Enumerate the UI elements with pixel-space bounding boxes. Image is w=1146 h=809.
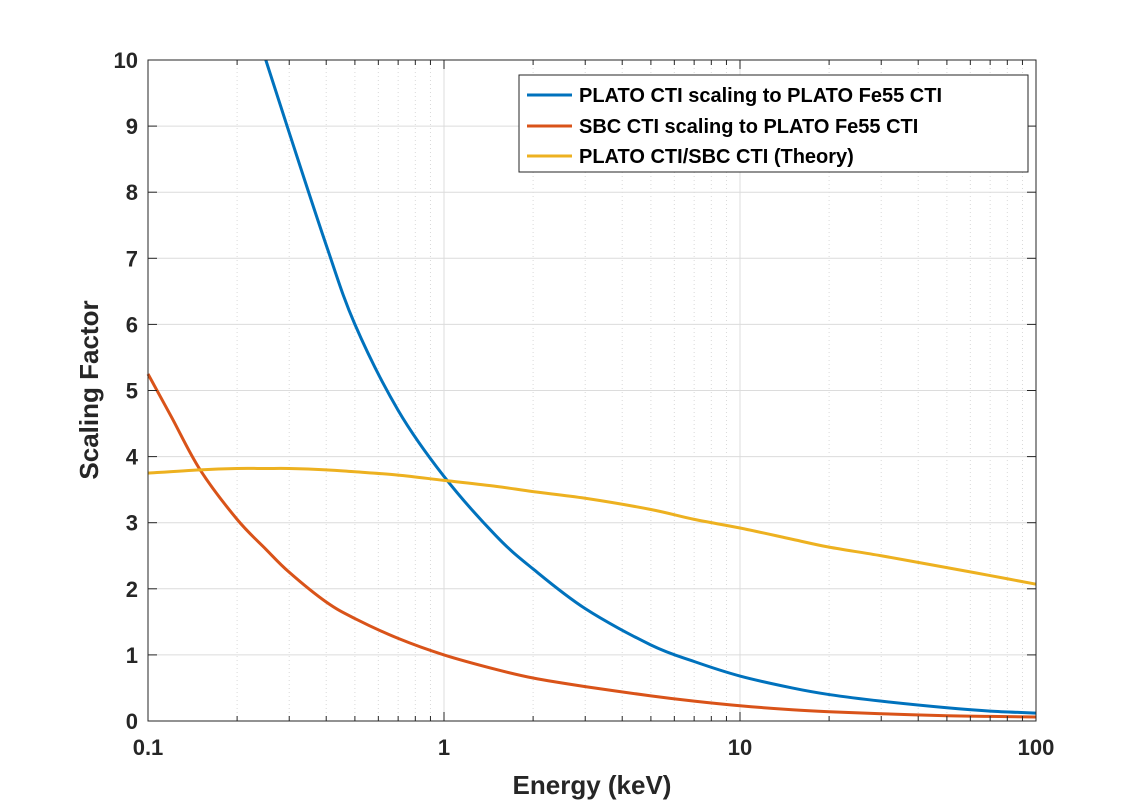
plato-cti-line <box>264 59 1037 715</box>
y-tick-label: 9 <box>126 114 138 139</box>
x-tick-label: 0.1 <box>133 735 164 760</box>
y-tick-label: 5 <box>126 379 138 404</box>
y-axis-label: Scaling Factor <box>74 300 104 479</box>
legend: PLATO CTI scaling to PLATO Fe55 CTI SBC … <box>518 74 1029 173</box>
y-tick-label: 10 <box>114 48 138 73</box>
y-tick-label: 4 <box>126 445 139 470</box>
y-tick-label: 0 <box>126 709 138 734</box>
series-layer <box>146 59 1037 719</box>
y-tick-label: 2 <box>126 577 138 602</box>
sbc-cti-line <box>146 373 1037 719</box>
x-axis-label: Energy (keV) <box>513 770 672 800</box>
legend-label-theory: PLATO CTI/SBC CTI (Theory) <box>579 146 854 168</box>
y-tick-label: 6 <box>126 312 138 337</box>
y-tick-labels: 0 1 2 3 4 5 6 7 8 9 10 <box>114 48 139 734</box>
legend-box <box>518 74 1029 173</box>
legend-label-plato: PLATO CTI scaling to PLATO Fe55 CTI <box>579 85 942 107</box>
x-tick-label: 100 <box>1018 735 1055 760</box>
y-tick-label: 1 <box>126 643 138 668</box>
y-tick-label: 3 <box>126 511 138 536</box>
legend-label-sbc: SBC CTI scaling to PLATO Fe55 CTI <box>579 116 918 138</box>
y-tick-label: 7 <box>126 246 138 271</box>
x-tick-label: 1 <box>438 735 450 760</box>
x-tick-labels: 0.1 1 10 100 <box>133 735 1055 760</box>
axis-ticks <box>147 59 1037 722</box>
theory-ratio-line <box>147 466 1037 586</box>
x-tick-label: 10 <box>728 735 752 760</box>
y-tick-label: 8 <box>126 180 138 205</box>
